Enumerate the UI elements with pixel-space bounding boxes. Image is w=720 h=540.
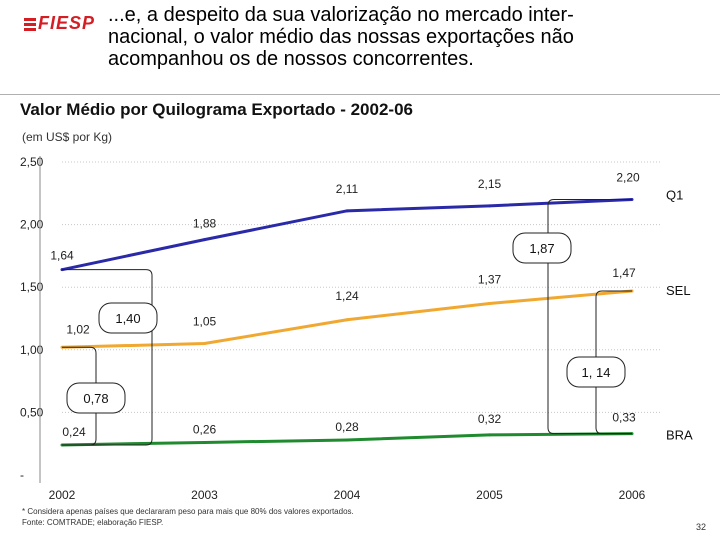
data-point-bra <box>488 433 491 437</box>
data-point-q1 <box>488 204 491 208</box>
series-name-bra: BRA <box>666 428 693 443</box>
gap-callout-label: 1,40 <box>115 311 140 326</box>
fiesp-logo: FIESP <box>24 13 94 34</box>
data-label: 0,28 <box>335 420 359 434</box>
x-tick-label: 2005 <box>476 488 503 502</box>
y-tick-label: 1,00 <box>20 343 44 357</box>
x-tick-label: 2003 <box>191 488 218 502</box>
data-label: 2,15 <box>478 177 502 191</box>
data-point-bra <box>203 440 206 444</box>
data-label: 1,47 <box>612 266 636 280</box>
data-point-sel <box>488 301 491 305</box>
data-label: 1,37 <box>478 272 502 286</box>
x-tick-label: 2004 <box>334 488 361 502</box>
page-number: 32 <box>695 522 706 532</box>
gap-bracket <box>547 199 632 435</box>
data-label: 1,88 <box>193 217 217 231</box>
data-label: 0,26 <box>193 422 217 436</box>
footnote: * Considera apenas países que declararam… <box>22 507 354 516</box>
data-point-q1 <box>345 209 349 213</box>
gap-callout-label: 0,78 <box>83 391 108 406</box>
data-label: 1,64 <box>50 249 74 263</box>
y-tick-label: - <box>20 468 24 482</box>
data-point-bra <box>345 438 349 442</box>
data-point-sel <box>345 318 349 322</box>
gap-callout-box <box>566 356 626 388</box>
data-label: 0,24 <box>62 425 86 439</box>
gap-callout-box <box>98 302 158 334</box>
gap-callout-label: 1, 14 <box>582 365 611 380</box>
x-tick-label: 2002 <box>49 488 76 502</box>
gap-callout-label: 1,87 <box>529 241 554 256</box>
logo-text: FIESP <box>38 13 96 33</box>
series-name-q1: Q1 <box>666 188 683 203</box>
y-tick-label: 2,50 <box>20 155 44 169</box>
y-tick-label: 1,50 <box>20 280 44 294</box>
y-tick-label: 0,50 <box>20 405 44 419</box>
data-label: 1,24 <box>335 289 359 303</box>
slide-headline: ...e, a despeito da sua valorização no m… <box>108 4 574 70</box>
x-tick-label: 2006 <box>619 488 646 502</box>
header-divider <box>0 94 720 95</box>
y-tick-label: 2,00 <box>20 218 44 232</box>
gap-callout-box <box>66 382 126 414</box>
unit-label: (em US$ por Kg) <box>22 130 113 144</box>
series-name-sel: SEL <box>666 283 691 298</box>
gap-bracket <box>62 269 153 446</box>
chart-title: Valor Médio por Quilograma Exportado - 2… <box>20 100 413 119</box>
data-label: 1,02 <box>66 322 90 336</box>
data-label: 0,33 <box>612 411 636 425</box>
data-label: 1,05 <box>193 315 217 329</box>
data-point-sel <box>203 342 206 346</box>
data-point-q1 <box>203 238 206 242</box>
data-label: 2,11 <box>336 182 359 196</box>
data-label: 0,32 <box>478 412 502 426</box>
source-note: Fonte: COMTRADE; elaboração FIESP. <box>22 518 164 527</box>
gap-callout-box <box>512 232 572 264</box>
data-label: 2,20 <box>616 171 640 185</box>
